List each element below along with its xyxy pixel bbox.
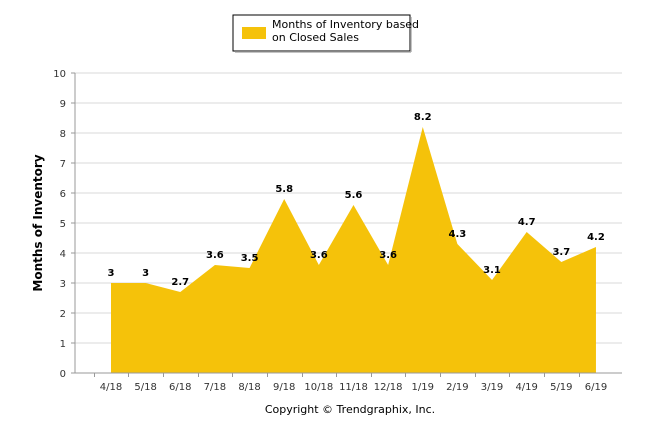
data-label: 5.6 (345, 190, 363, 201)
y-tick-label: 10 (53, 69, 66, 80)
legend: Months of Inventory based on Closed Sale… (232, 14, 419, 53)
x-tick-label: 6/18 (169, 382, 191, 393)
x-tick-label: 4/19 (515, 382, 537, 393)
data-label: 3 (108, 268, 115, 279)
y-axis-title: Months of Inventory (31, 154, 45, 291)
y-tick-label: 5 (60, 219, 66, 230)
y-tick-label: 9 (60, 99, 66, 110)
y-tick-label: 3 (60, 279, 66, 290)
data-label: 3.6 (206, 250, 224, 261)
legend-label-line-1: Months of Inventory based (272, 18, 419, 31)
x-tick-labels: 4/18 5/18 6/18 7/18 8/18 9/18 10/18 11/18 12/18 1… (100, 382, 607, 393)
y-tick-label: 8 (60, 129, 66, 140)
data-label: 2.7 (171, 277, 189, 288)
y-tick-label: 1 (60, 339, 66, 350)
x-tick-label: 3/19 (481, 382, 503, 393)
data-label: 3.6 (310, 250, 328, 261)
data-labels: 3 3 2.7 3.6 3.5 5.8 3.6 5.6 3.6 8.2 4.3 3.1 4.7 3.7 4.… (108, 112, 605, 288)
y-tick-label: 6 (60, 189, 66, 200)
x-tick-label: 7/18 (204, 382, 226, 393)
x-tick-label: 4/18 (100, 382, 122, 393)
x-tick-label: 8/18 (238, 382, 260, 393)
data-label: 4.2 (587, 232, 605, 243)
y-tick-label: 7 (60, 159, 66, 170)
y-tick-label: 4 (60, 249, 66, 260)
x-tick-label: 10/18 (304, 382, 333, 393)
data-label: 3.6 (379, 250, 397, 261)
copyright-footer: Copyright © Trendgraphix, Inc. (265, 403, 435, 416)
y-tick-label: 2 (60, 309, 66, 320)
x-tick-label: 11/18 (339, 382, 368, 393)
data-label: 5.8 (275, 184, 293, 195)
data-label: 4.7 (518, 217, 536, 228)
x-tick-label: 5/19 (550, 382, 572, 393)
legend-label-line-2: on Closed Sales (272, 31, 359, 44)
data-label: 3 (142, 268, 149, 279)
x-tick-label: 6/19 (585, 382, 607, 393)
y-tick-label: 0 (60, 369, 66, 380)
x-tick-label: 9/18 (273, 382, 295, 393)
x-tick-label: 12/18 (374, 382, 403, 393)
series-area (111, 127, 596, 373)
legend-swatch (242, 27, 266, 39)
data-label: 4.3 (449, 229, 467, 240)
data-label: 3.5 (241, 253, 259, 264)
axes (71, 72, 622, 377)
data-label: 3.7 (552, 247, 570, 258)
data-label: 8.2 (414, 112, 432, 123)
x-tick-label: 2/19 (446, 382, 468, 393)
x-tick-label: 5/18 (134, 382, 156, 393)
data-label: 3.1 (483, 265, 501, 276)
area-series-months-of-inventory (111, 127, 596, 373)
x-tick-label: 1/19 (412, 382, 434, 393)
y-tick-labels: 0 1 2 3 4 5 6 7 8 9 10 (53, 69, 66, 380)
